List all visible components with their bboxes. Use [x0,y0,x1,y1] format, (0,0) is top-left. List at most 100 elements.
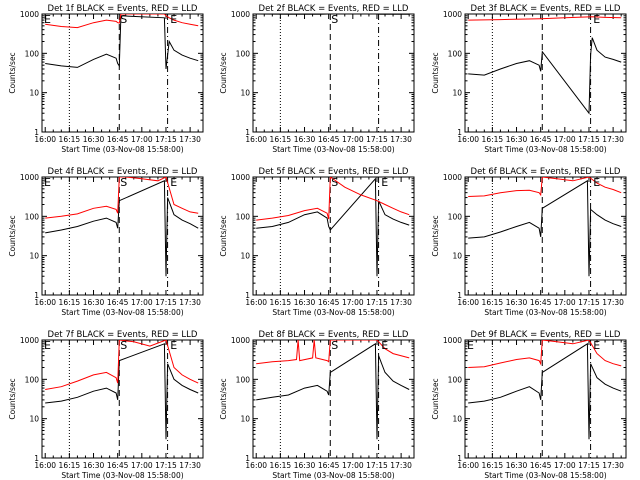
x-tick-label: 17:30 [602,461,624,470]
y-tick-label: 1 [34,128,39,137]
x-tick-label: 16:00 [457,461,479,470]
x-axis-label: Start Time (03-Nov-08 15:58:00) [61,145,183,154]
marker-label: S [120,339,127,352]
y-tick-label: 10 [29,89,39,98]
y-tick-label: 1 [457,128,462,137]
y-tick-label: 1000 [443,336,462,345]
x-tick-label: 16:30 [83,135,105,144]
x-tick-label: 16:45 [530,298,552,307]
y-tick-label: 1 [34,291,39,300]
y-tick-label: 100 [448,49,463,58]
y-tick-label: 1000 [231,10,250,19]
panel-title: Det 9f BLACK = Events, RED = LLD [471,330,621,340]
x-tick-label: 16:30 [506,461,528,470]
x-tick-label: 17:30 [390,461,412,470]
x-tick-label: 17:15 [578,461,600,470]
lld-line [45,177,199,219]
panel-det-3: Det 3f BLACK = Events, RED = LLD 1 10 100 10… [431,4,627,154]
x-tick-label: 16:00 [34,298,56,307]
lld-line [256,177,410,221]
panel-det-5: Det 5f BLACK = Events, RED = LLD 1 10 100 10… [219,167,415,317]
x-tick-label: 16:30 [506,135,528,144]
plot-frame [252,339,415,459]
events-line [256,177,410,277]
marker-label: E [381,176,388,189]
x-tick-label: 17:00 [554,298,576,307]
x-tick-label: 17:00 [131,298,153,307]
y-tick-label: 1000 [443,10,462,19]
x-tick-label: 16:15 [59,135,81,144]
y-tick-label: 10 [240,89,250,98]
marker-label: E [170,13,177,26]
y-tick-label: 100 [236,212,251,221]
marker-label: S [331,176,338,189]
y-tick-label: 1 [457,291,462,300]
lld-line [468,340,622,368]
x-axis-label: Start Time (03-Nov-08 15:58:00) [272,308,394,317]
x-tick-label: 16:15 [59,298,81,307]
panel-det-7: Det 7f BLACK = Events, RED = LLD 1 10 100 10… [8,330,204,480]
y-tick-label: 1000 [20,336,39,345]
x-tick-label: 16:30 [294,298,316,307]
marker-label: E [593,13,600,26]
x-tick-label: 17:30 [602,298,624,307]
x-tick-label: 16:00 [245,461,267,470]
lld-line [468,16,622,21]
x-tick-label: 17:00 [131,135,153,144]
plot-frame [41,339,204,459]
panel-title: Det 5f BLACK = Events, RED = LLD [259,167,409,177]
y-tick-label: 10 [240,415,250,424]
x-tick-label: 17:15 [366,135,388,144]
x-axis-label: Start Time (03-Nov-08 15:58:00) [61,471,183,480]
marker-label: E [44,13,51,26]
events-line [45,180,199,277]
plot-frame [252,176,415,296]
x-tick-label: 16:45 [107,135,129,144]
y-axis-label: Counts/sec [8,378,17,419]
y-tick-label: 100 [448,212,463,221]
x-axis-label: Start Time (03-Nov-08 15:58:00) [272,471,394,480]
y-tick-label: 100 [25,49,40,58]
plot-frame [41,176,204,296]
events-line [256,342,410,440]
x-tick-label: 16:30 [294,461,316,470]
events-line [468,342,622,440]
y-axis-label: Counts/sec [219,215,228,256]
marker-label: E [170,176,177,189]
plot-frame [252,13,415,133]
y-axis-label: Counts/sec [431,52,440,93]
x-tick-label: 17:00 [554,135,576,144]
panel-det-6: Det 6f BLACK = Events, RED = LLD 1 10 100 10… [431,167,627,317]
x-tick-label: 17:15 [578,298,600,307]
panel-title: Det 6f BLACK = Events, RED = LLD [471,167,621,177]
x-tick-label: 16:00 [245,135,267,144]
lld-line [45,14,199,29]
panel-title: Det 3f BLACK = Events, RED = LLD [471,4,621,14]
panel-title: Det 2f BLACK = Events, RED = LLD [259,4,409,14]
x-tick-label: 17:30 [179,298,201,307]
x-tick-label: 17:15 [155,135,177,144]
y-tick-label: 10 [452,252,462,261]
x-tick-label: 16:00 [245,298,267,307]
x-tick-label: 17:30 [179,461,201,470]
x-tick-label: 16:30 [294,135,316,144]
panel-det-2: Det 2f BLACK = Events, RED = LLD 1 10 100 10… [219,4,415,154]
panel-det-1: Det 1f BLACK = Events, RED = LLD 1 10 100 10… [8,4,204,154]
y-tick-label: 1000 [231,173,250,182]
marker-label: S [331,339,338,352]
marker-label: S [120,176,127,189]
marker-label: E [593,176,600,189]
x-tick-label: 16:45 [107,298,129,307]
x-tick-label: 17:15 [366,461,388,470]
x-tick-label: 16:45 [318,461,340,470]
y-tick-label: 1000 [20,10,39,19]
events-line [45,15,199,70]
panel-det-4: Det 4f BLACK = Events, RED = LLD 1 10 100 10… [8,167,204,317]
panel-title: Det 8f BLACK = Events, RED = LLD [259,330,409,340]
x-axis-label: Start Time (03-Nov-08 15:58:00) [484,308,606,317]
y-tick-label: 1000 [231,336,250,345]
panel-det-8: Det 8f BLACK = Events, RED = LLD 1 10 100 10… [219,330,415,480]
marker-label: S [120,13,127,26]
x-axis-label: Start Time (03-Nov-08 15:58:00) [272,145,394,154]
